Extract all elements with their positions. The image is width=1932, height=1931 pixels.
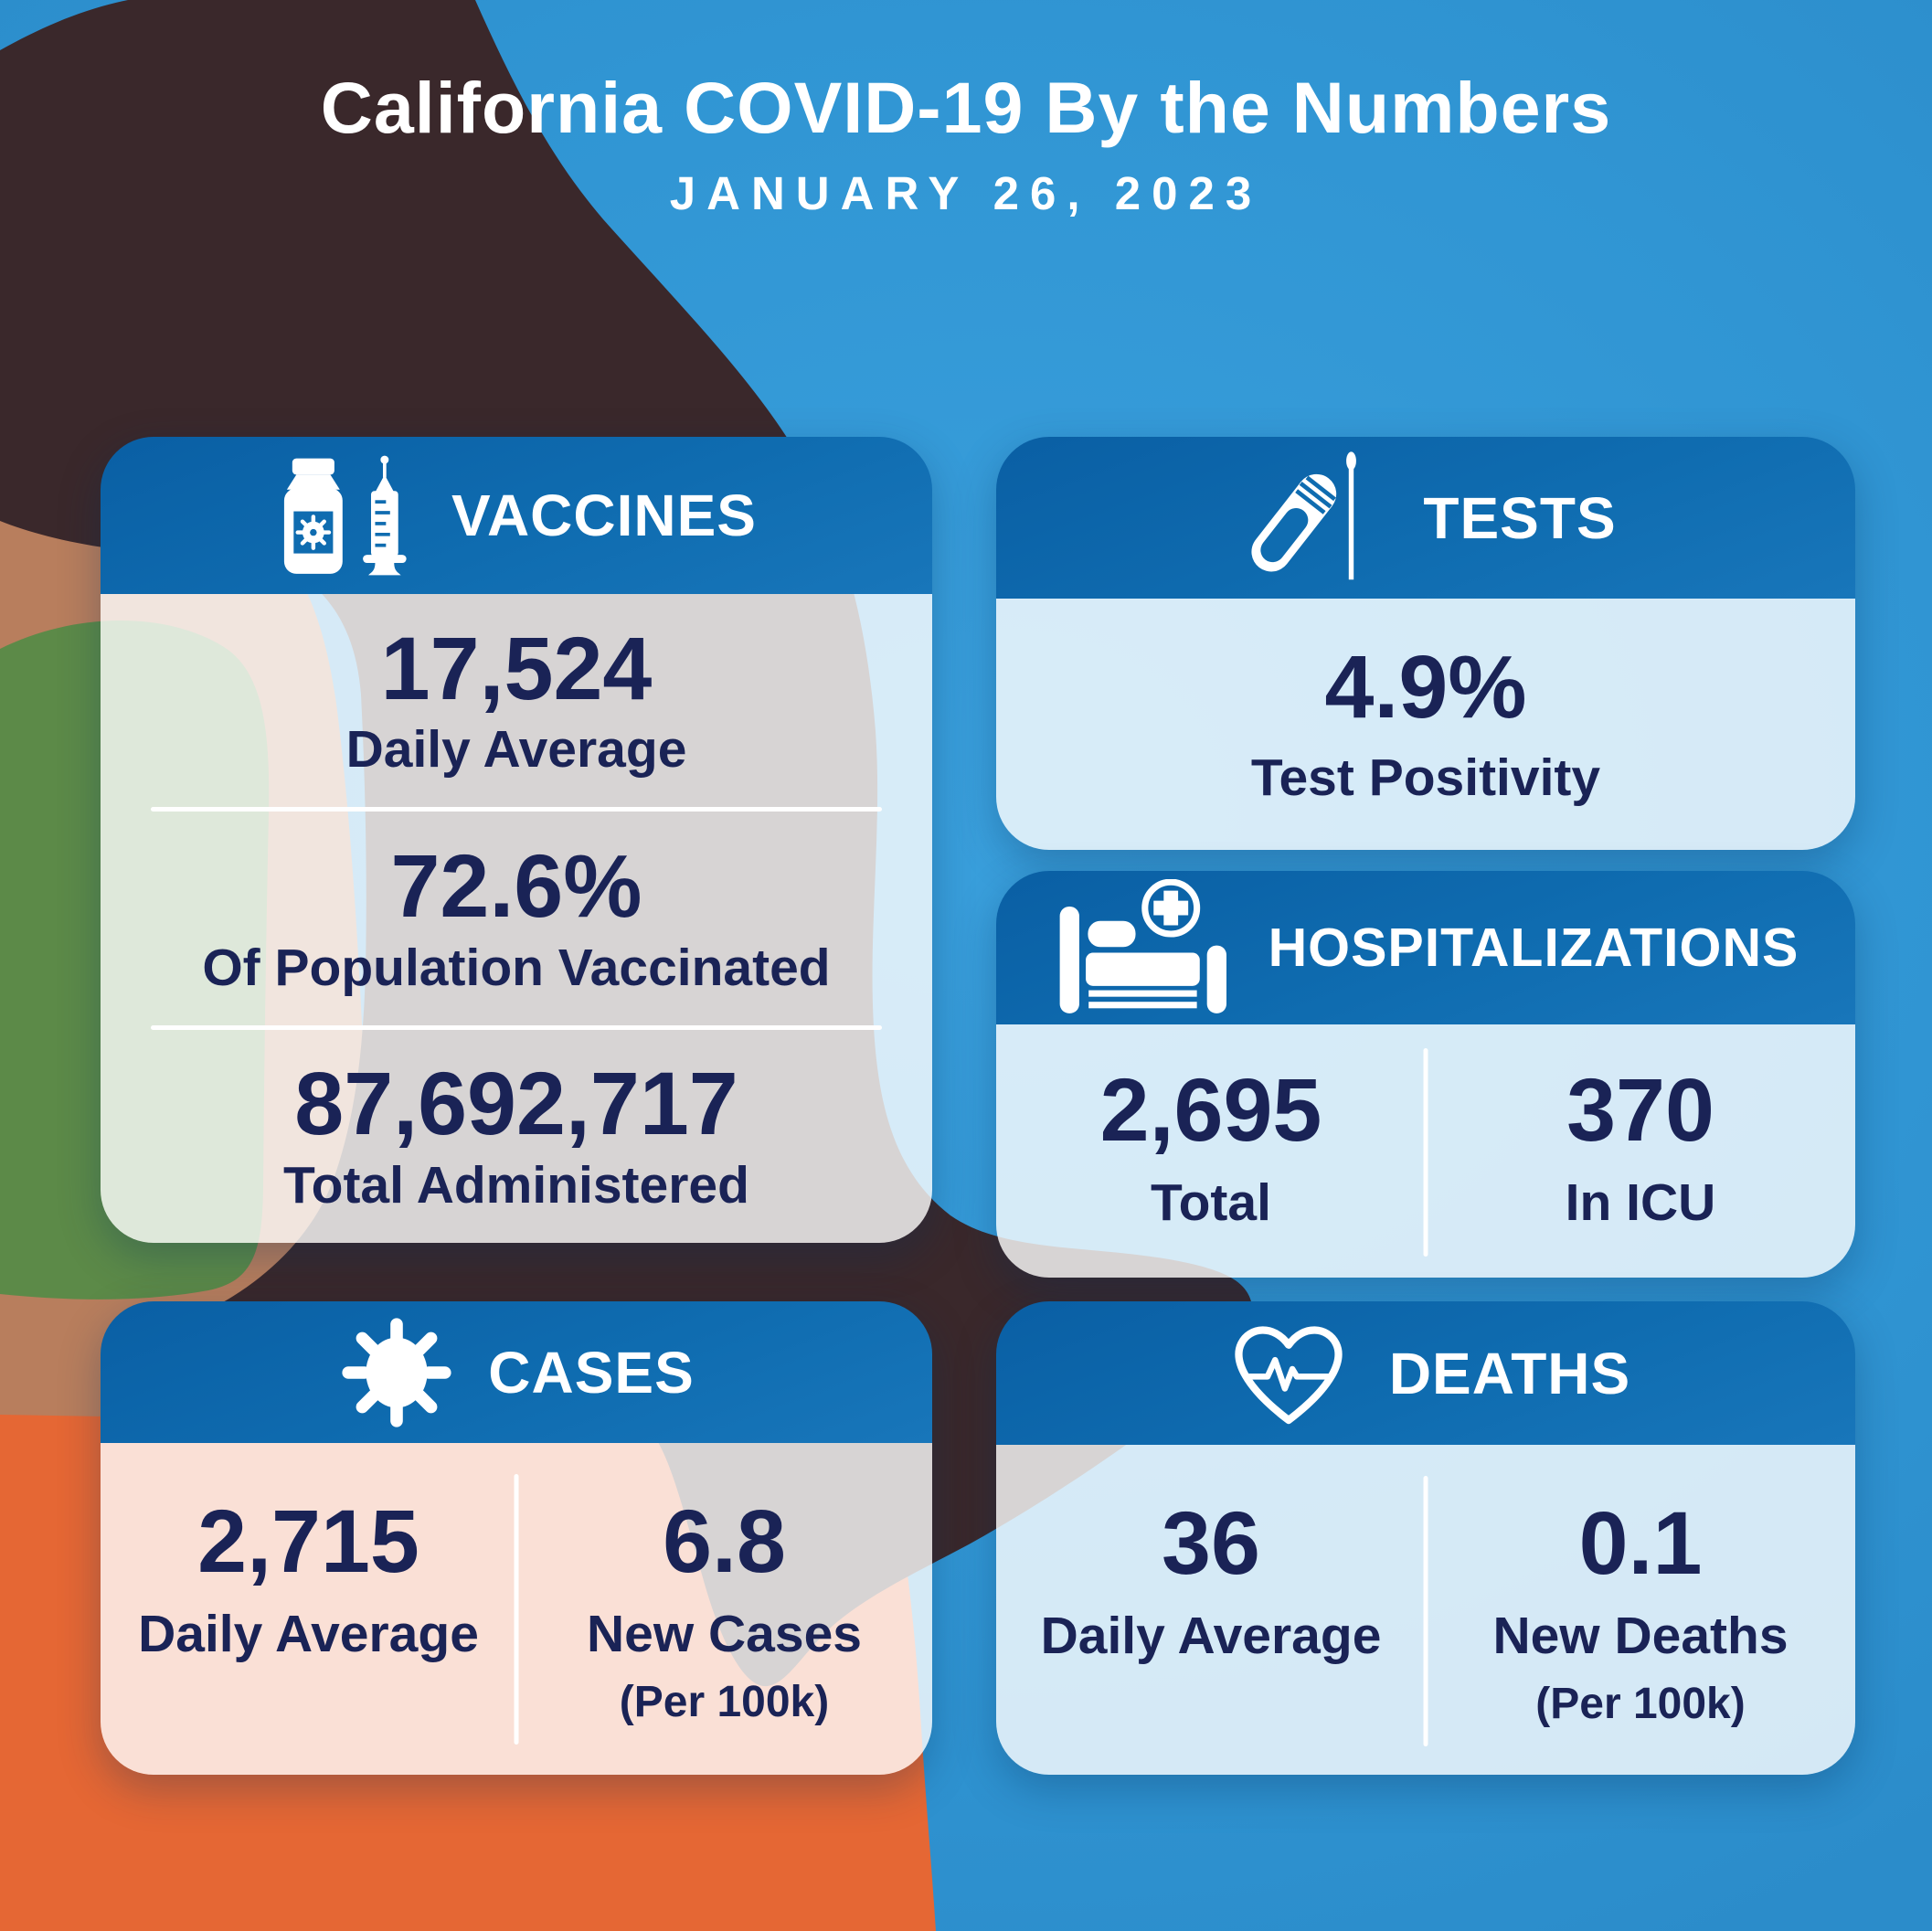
vaccines-daily-average-stat: 17,524 Daily Average (101, 594, 932, 807)
stat-label: New Deaths (1492, 1606, 1789, 1665)
cases-card: CASES 2,715 Daily Average 6.8 New Cases … (101, 1301, 932, 1775)
hospitalizations-card-title: HOSPITALIZATIONS (1268, 918, 1799, 978)
deaths-card: DEATHS 36 Daily Average 0.1 New Deaths (… (996, 1301, 1855, 1775)
stat-label: Total (1151, 1172, 1271, 1232)
deaths-card-body: 36 Daily Average 0.1 New Deaths (Per 100… (996, 1445, 1855, 1775)
hospitalizations-total-stat: 2,695 Total (996, 1024, 1426, 1278)
stat-label: New Cases (586, 1604, 862, 1663)
stat-value: 72.6% (390, 835, 642, 936)
deaths-new-deaths-stat: 0.1 New Deaths (Per 100k) (1426, 1445, 1855, 1775)
vaccines-card: VACCINES 17,524 Daily Average 72.6% Of P… (101, 437, 932, 1243)
tests-card-body: 4.9% Test Positivity (996, 599, 1855, 850)
stat-label: Daily Average (138, 1604, 479, 1663)
deaths-card-header: DEATHS (996, 1301, 1855, 1445)
test-tube-swab-icon (1251, 451, 1357, 579)
stat-label: Daily Average (345, 720, 687, 780)
cases-card-body: 2,715 Daily Average 6.8 New Cases (Per 1… (101, 1443, 932, 1775)
stat-value: 2,715 (197, 1491, 419, 1591)
page-date: JANUARY 26, 2023 (669, 167, 1263, 219)
divider (514, 1474, 519, 1745)
tests-card: TESTS 4.9% Test Positivity (996, 437, 1855, 850)
stat-label: Total Administered (283, 1155, 749, 1215)
stat-label: Of Population Vaccinated (202, 938, 831, 997)
heart-pulse-icon (1235, 1326, 1343, 1424)
stat-value: 36 (1162, 1493, 1260, 1593)
page-title: California COVID-19 By the Numbers (320, 67, 1612, 148)
vaccines-card-body: 17,524 Daily Average 72.6% Of Population… (101, 594, 932, 1243)
tests-card-title: TESTS (1423, 484, 1617, 551)
deaths-card-title: DEATHS (1388, 1340, 1631, 1406)
cases-card-header: CASES (101, 1301, 932, 1443)
stat-value: 2,695 (1099, 1060, 1322, 1160)
stat-sublabel: (Per 100k) (619, 1678, 830, 1727)
hospitalizations-card-header: HOSPITALIZATIONS (996, 871, 1855, 1024)
cases-card-title: CASES (488, 1339, 695, 1406)
virus-icon (342, 1317, 451, 1427)
divider (1423, 1048, 1428, 1257)
deaths-daily-average-stat: 36 Daily Average (996, 1445, 1426, 1775)
hospital-bed-icon (1059, 879, 1226, 1013)
hospitalizations-icu-stat: 370 In ICU (1426, 1024, 1855, 1278)
vaccines-population-stat: 72.6% Of Population Vaccinated (101, 812, 932, 1024)
vaccines-card-header: VACCINES (101, 437, 932, 594)
vaccine-vial-syringe-icon (283, 455, 407, 576)
stat-value: 17,524 (380, 618, 653, 718)
vaccines-total-administered-stat: 87,692,717 Total Administered (101, 1030, 932, 1243)
divider (150, 807, 883, 812)
stat-value: 4.9% (1324, 637, 1527, 737)
tests-card-header: TESTS (996, 437, 1855, 599)
stat-value: 6.8 (663, 1491, 786, 1591)
stat-label: Test Positivity (1250, 748, 1601, 808)
divider (150, 1024, 883, 1030)
divider (1423, 1476, 1428, 1746)
cases-daily-average-stat: 2,715 Daily Average (101, 1443, 516, 1775)
stat-label: In ICU (1565, 1172, 1716, 1232)
stat-value: 0.1 (1578, 1493, 1703, 1593)
hospitalizations-card-body: 2,695 Total 370 In ICU (996, 1024, 1855, 1278)
stat-sublabel: (Per 100k) (1535, 1680, 1746, 1729)
stat-label: Daily Average (1040, 1606, 1382, 1665)
stat-value: 87,692,717 (294, 1054, 738, 1154)
cases-new-cases-stat: 6.8 New Cases (Per 100k) (516, 1443, 932, 1775)
hospitalizations-card: HOSPITALIZATIONS 2,695 Total 370 In ICU (996, 871, 1855, 1278)
vaccines-card-title: VACCINES (451, 483, 757, 548)
stat-value: 370 (1566, 1060, 1714, 1160)
